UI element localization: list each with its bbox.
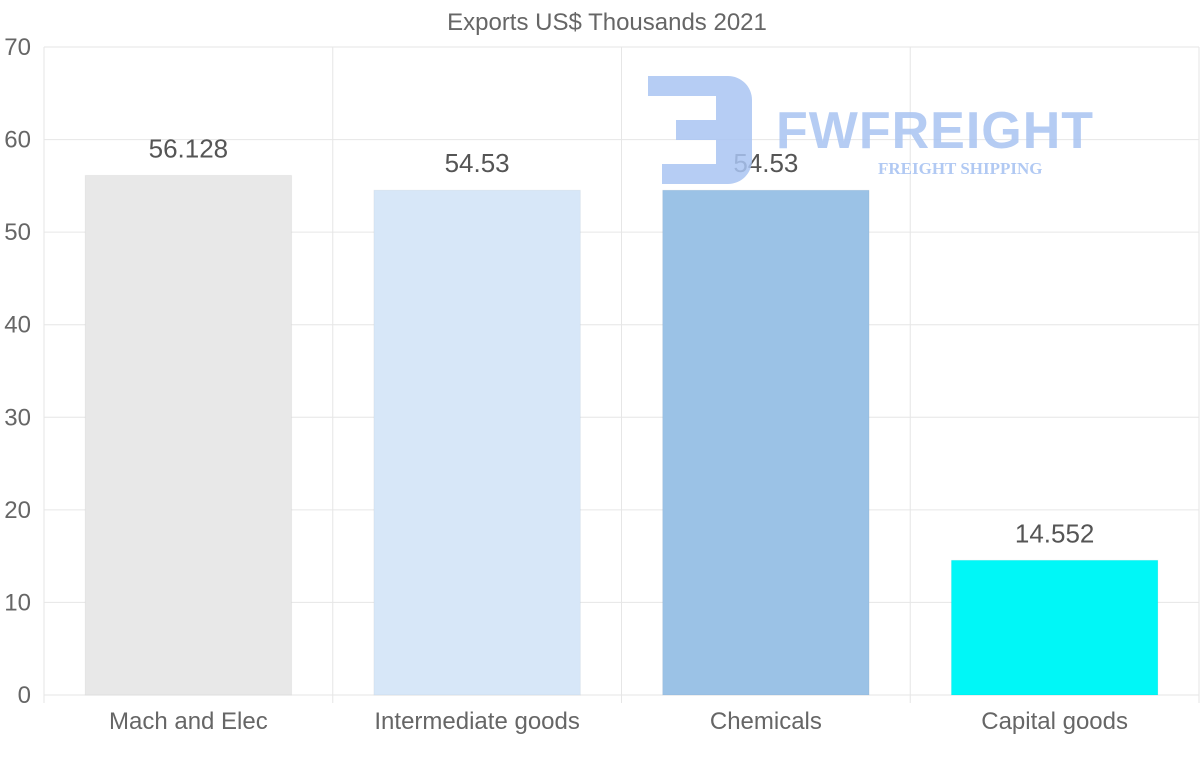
y-tick-label: 40 — [4, 312, 31, 339]
y-tick-label: 60 — [4, 127, 31, 154]
y-axis-ticks: 0 10 20 30 40 50 60 70 — [4, 34, 31, 709]
y-tick-label: 50 — [4, 219, 31, 246]
y-tick-label: 70 — [4, 34, 31, 61]
bar-value-label: 54.53 — [445, 148, 510, 178]
bars — [84, 174, 1159, 696]
bar — [373, 189, 581, 696]
x-category-label: Mach and Elec — [109, 708, 268, 735]
chart-title: Exports US$ Thousands 2021 — [447, 9, 767, 36]
y-tick-label: 20 — [4, 497, 31, 524]
bar-value-label: 14.552 — [1015, 518, 1095, 548]
x-category-label: Intermediate goods — [374, 708, 579, 735]
watermark-logo-icon — [648, 76, 752, 184]
y-tick-label: 0 — [18, 682, 31, 709]
watermark: FWFREIGHT FREIGHT SHIPPING — [648, 76, 1094, 184]
watermark-tagline: FREIGHT SHIPPING — [878, 159, 1043, 178]
x-category-label: Capital goods — [981, 708, 1128, 735]
x-axis-labels: Mach and Elec Intermediate goods Chemicals… — [109, 708, 1128, 735]
watermark-brand: FWFREIGHT — [776, 102, 1094, 160]
bar-value-label: 56.128 — [149, 133, 229, 163]
bar — [662, 189, 870, 696]
x-category-label: Chemicals — [710, 708, 822, 735]
bar — [84, 174, 293, 696]
y-tick-label: 30 — [4, 404, 31, 431]
bar — [950, 559, 1159, 696]
y-tick-label: 10 — [4, 589, 31, 616]
